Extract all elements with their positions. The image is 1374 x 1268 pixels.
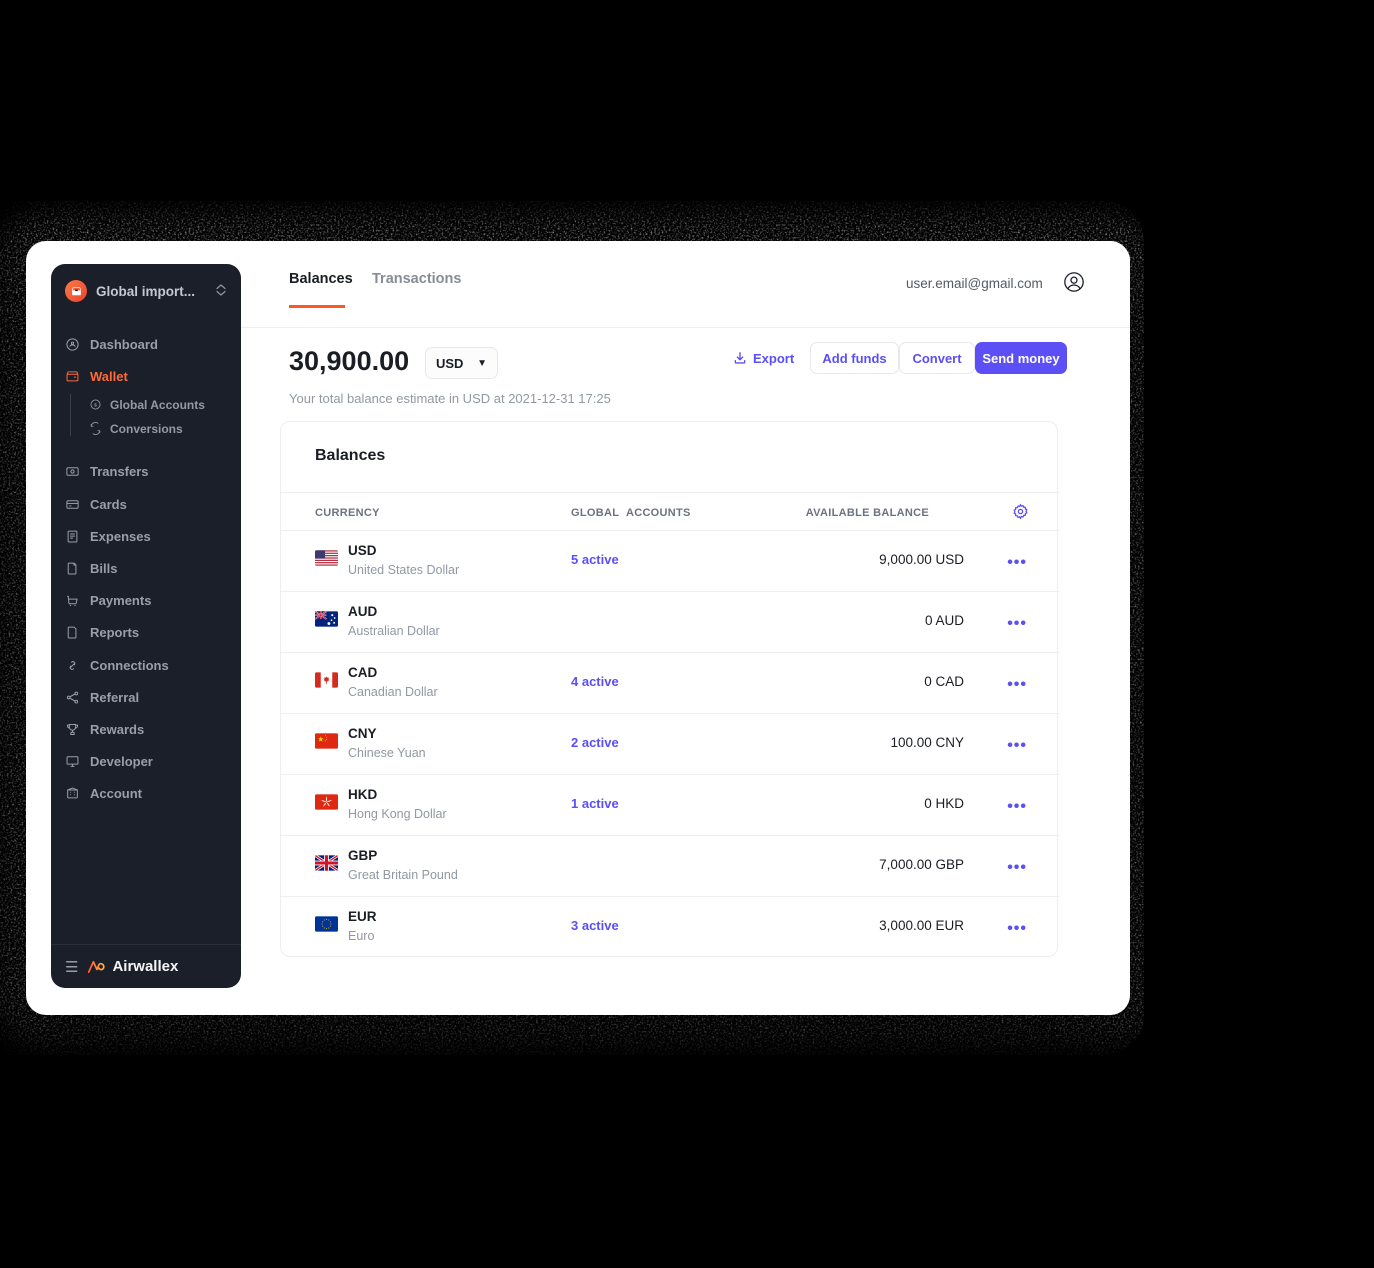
svg-text:$: $ — [94, 403, 97, 409]
